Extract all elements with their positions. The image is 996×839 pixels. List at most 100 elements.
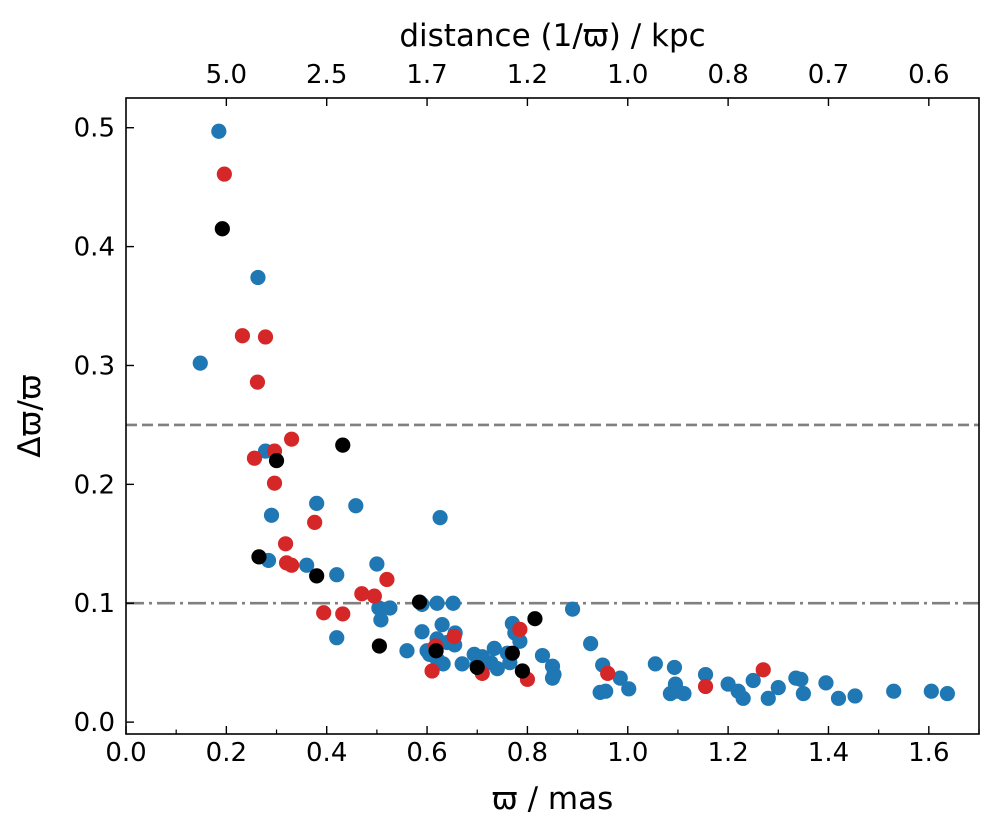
axis-tick-labels: 0.0 0.2 0.4 0.6 0.8 1.0 1.2 1.4 1.6 0.0 0.1 0.2 0.3 0… xyxy=(74,60,950,768)
point-blue xyxy=(250,269,266,286)
point-blue xyxy=(770,680,786,696)
series-black xyxy=(214,221,543,679)
y-tick-label: 0.1 xyxy=(74,589,115,619)
point-blue xyxy=(399,643,415,659)
point-black xyxy=(527,611,543,627)
plot-frame xyxy=(125,97,980,735)
point-black xyxy=(251,549,267,565)
top-tick-label: 2.5 xyxy=(306,60,347,90)
point-red xyxy=(249,374,266,390)
y-tick-label: 0.3 xyxy=(74,351,115,381)
top-tick-label: 0.8 xyxy=(707,60,748,90)
point-black xyxy=(309,568,325,584)
point-blue xyxy=(429,595,445,611)
point-blue xyxy=(939,685,955,702)
point-red xyxy=(216,166,232,182)
point-red xyxy=(257,329,274,345)
point-blue xyxy=(598,683,614,699)
point-blue xyxy=(263,507,280,523)
point-blue xyxy=(612,670,628,686)
y-tick-label: 0.0 xyxy=(74,708,115,738)
point-blue xyxy=(760,690,776,706)
series-red xyxy=(216,166,771,695)
point-red xyxy=(234,328,251,344)
point-red xyxy=(283,431,300,447)
point-blue xyxy=(886,683,902,699)
point-blue xyxy=(647,656,663,672)
point-blue xyxy=(434,617,450,633)
x-tick-label: 0.6 xyxy=(406,738,447,768)
point-blue xyxy=(454,656,470,672)
y-tick-label: 0.4 xyxy=(74,233,115,263)
point-blue xyxy=(489,661,505,677)
point-red xyxy=(307,514,323,530)
point-blue xyxy=(666,659,683,676)
point-black xyxy=(428,643,444,659)
point-blue xyxy=(192,355,208,371)
point-blue xyxy=(348,498,364,514)
point-blue xyxy=(382,600,398,616)
x-tick-label: 1.4 xyxy=(808,738,849,768)
point-blue xyxy=(534,647,551,664)
point-blue xyxy=(847,688,863,704)
point-black xyxy=(504,645,520,661)
top-tick-label: 1.2 xyxy=(507,60,548,90)
point-red xyxy=(424,663,440,679)
point-blue xyxy=(373,612,389,628)
y-axis-label: Δϖ/ϖ xyxy=(12,374,48,458)
point-red xyxy=(316,605,332,621)
point-red xyxy=(366,588,382,604)
x-tick-label: 1.0 xyxy=(607,738,648,768)
point-black xyxy=(268,452,285,469)
point-blue xyxy=(697,666,714,683)
x-tick-label: 0.0 xyxy=(105,738,146,768)
x-tick-label: 0.2 xyxy=(206,738,247,768)
top-tick-label: 1.7 xyxy=(406,60,447,90)
point-blue xyxy=(583,636,599,652)
point-red xyxy=(600,665,616,681)
top-tick-label: 0.6 xyxy=(908,60,949,90)
point-blue xyxy=(369,556,385,572)
point-blue xyxy=(414,624,430,640)
point-red xyxy=(379,571,395,588)
point-black xyxy=(514,663,530,679)
point-blue xyxy=(564,601,581,617)
point-blue xyxy=(445,595,461,611)
point-blue xyxy=(329,567,345,583)
point-blue xyxy=(745,672,761,689)
point-blue xyxy=(830,690,847,706)
data-points xyxy=(192,123,955,706)
point-red xyxy=(512,621,528,637)
axis-ticks xyxy=(125,98,980,734)
reference-lines xyxy=(126,423,979,605)
point-blue xyxy=(621,681,637,697)
point-blue xyxy=(676,685,692,702)
x-axis-label: ϖ / mas xyxy=(492,781,613,817)
point-red xyxy=(354,586,370,602)
y-tick-label: 0.2 xyxy=(74,470,115,500)
point-black xyxy=(411,594,428,610)
point-blue xyxy=(795,685,811,702)
top-tick-label: 1.0 xyxy=(607,60,648,90)
point-black xyxy=(371,638,387,654)
x-tick-label: 1.2 xyxy=(707,738,748,768)
y-tick-label: 0.5 xyxy=(74,114,115,144)
point-blue xyxy=(371,600,387,616)
top-tick-label: 5.0 xyxy=(206,60,247,90)
point-blue xyxy=(818,675,834,691)
point-black xyxy=(469,659,485,676)
point-blue xyxy=(544,670,561,686)
point-red xyxy=(697,678,714,695)
point-red xyxy=(266,475,283,491)
point-blue xyxy=(735,690,751,706)
point-blue xyxy=(793,671,809,687)
point-blue xyxy=(309,495,325,511)
point-blue xyxy=(432,510,448,526)
point-red xyxy=(335,606,351,622)
point-blue xyxy=(299,557,315,573)
point-blue xyxy=(923,683,939,699)
point-red xyxy=(246,450,263,466)
point-blue xyxy=(329,630,345,646)
